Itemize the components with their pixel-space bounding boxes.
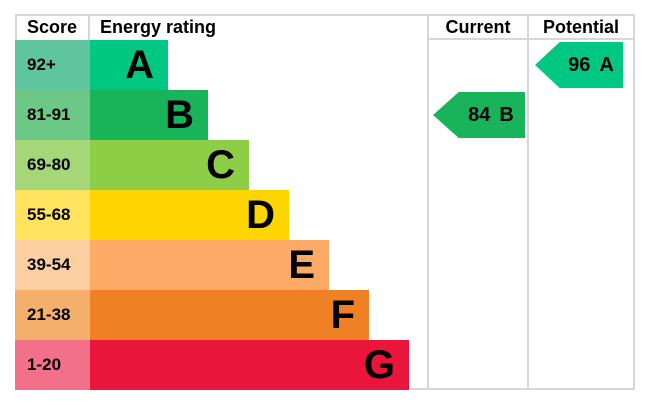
score-range-a: 92+ xyxy=(15,40,90,90)
band-bar-c: C xyxy=(90,140,249,190)
potential-rating-letter: A xyxy=(599,53,614,76)
divider-current-potential xyxy=(527,14,529,390)
band-letter-g: G xyxy=(363,343,395,387)
band-letter-a: A xyxy=(125,43,154,87)
band-row-e: 39-54 E xyxy=(0,240,661,290)
band-letter-f: F xyxy=(330,293,355,337)
band-bar-b: B xyxy=(90,90,208,140)
score-range-b: 81-91 xyxy=(15,90,90,140)
header-score: Score xyxy=(27,17,78,37)
band-row-b: 81-91 B xyxy=(0,90,661,140)
table-border-top xyxy=(15,14,635,16)
band-letter-e: E xyxy=(288,243,315,287)
score-range-d: 55-68 xyxy=(15,190,90,240)
divider-score-energy xyxy=(88,14,90,40)
band-row-g: 1-20 G xyxy=(0,340,661,390)
score-range-e: 39-54 xyxy=(15,240,90,290)
score-range-f: 21-38 xyxy=(15,290,90,340)
score-range-c: 69-80 xyxy=(15,140,90,190)
band-row-a: 92+ A xyxy=(0,40,661,90)
table-border-right xyxy=(633,14,635,390)
header-bottom-border xyxy=(427,38,635,40)
band-row-c: 69-80 C xyxy=(0,140,661,190)
score-range-g: 1-20 xyxy=(15,340,90,390)
potential-rating-value: 96 xyxy=(568,53,591,76)
band-letter-d: D xyxy=(246,193,275,237)
band-bar-e: E xyxy=(90,240,329,290)
band-bar-d: D xyxy=(90,190,289,240)
band-bar-g: G xyxy=(90,340,409,390)
current-rating-value: 84 xyxy=(468,103,491,126)
current-rating-letter: B xyxy=(499,103,514,126)
band-bar-f: F xyxy=(90,290,369,340)
band-letter-b: B xyxy=(165,93,194,137)
band-letter-c: C xyxy=(206,143,235,187)
band-row-d: 55-68 D xyxy=(0,190,661,240)
band-row-f: 21-38 F xyxy=(0,290,661,340)
header-energy-rating: Energy rating xyxy=(100,17,217,37)
header-potential: Potential xyxy=(542,17,619,37)
header-current: Current xyxy=(445,17,511,37)
band-bar-a: A xyxy=(90,40,168,90)
divider-energy-current xyxy=(427,14,429,390)
